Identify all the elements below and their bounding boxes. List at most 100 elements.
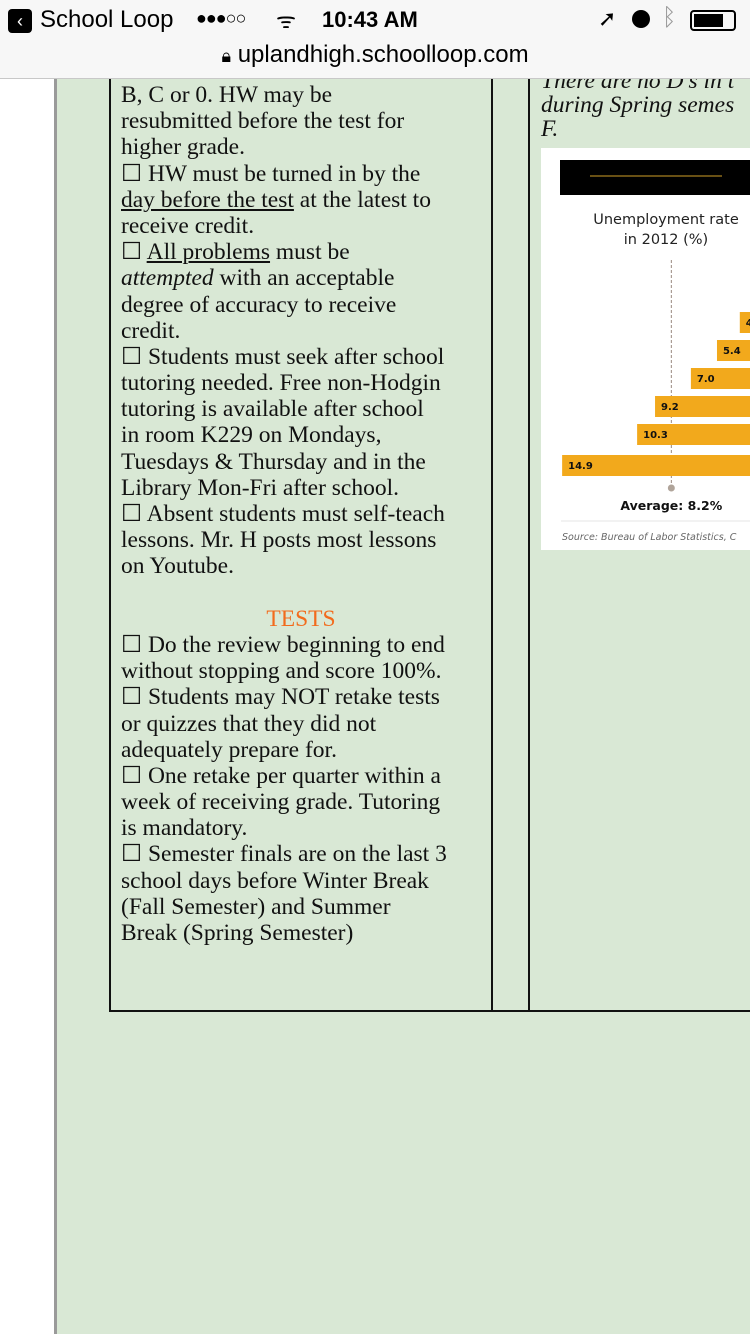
text-segment: Tuesdays & Thursday and in the [121, 448, 426, 475]
unemployment-chart: Unemployment rate in 2012 (%) 4.0 5.4 7.0 9.2… [541, 148, 750, 550]
text-line: resubmitted before the test for [121, 108, 481, 134]
page-border [54, 79, 57, 1334]
text-segment: resubmitted before the test for [121, 108, 405, 135]
average-label: Average: 8.2% [620, 498, 722, 513]
url-domain: uplandhigh.schoolloop.com [237, 41, 529, 68]
bar-label: 4.0 [746, 318, 750, 329]
bar-label: 9.2 [661, 402, 679, 413]
text-line: ☐ All problems must be [121, 239, 481, 265]
text-line: is mandatory. [121, 815, 481, 841]
text-line: TESTS [121, 606, 481, 632]
text-segment: or quizzes that they did not [121, 710, 377, 737]
text-segment: Break (Spring Semester) [121, 920, 354, 946]
page-content: B, C or 0. HW may be resubmitted before t… [0, 79, 750, 1334]
text-line: There are no D's in t [541, 79, 735, 94]
policy-table [109, 79, 750, 1012]
text-line: credit. [121, 318, 481, 344]
text-segment: B, C or 0. HW may be [121, 82, 333, 108]
lock-icon: 🔒︎ [221, 46, 232, 66]
text-line: on Youtube. [121, 553, 481, 579]
text-segment: ☐ Students may NOT retake tests [121, 684, 440, 711]
text-line: during Spring semes [541, 92, 735, 118]
text-segment: (Fall Semester) and Summer [121, 893, 391, 920]
bar-label: 7.0 [697, 374, 715, 385]
text-segment: on Youtube. [121, 553, 234, 580]
text-line: or quizzes that they did not [121, 711, 481, 737]
text-line: receive credit. [121, 213, 481, 239]
text-line: without stopping and score 100%. [121, 658, 481, 684]
battery-icon [690, 10, 736, 31]
text-line: Library Mon-Fri after school. [121, 475, 481, 501]
text-segment: ☐ HW must be turned in by the [121, 160, 421, 187]
text-line: week of receiving grade. Tutoring [121, 789, 481, 815]
text-segment: ☐ One retake per quarter within a [121, 762, 441, 789]
text-segment: in room K229 on Mondays, [121, 422, 382, 449]
grading-note: There are no D's in t during Spring semes… [541, 79, 734, 141]
text-segment: higher grade. [121, 134, 245, 161]
text-segment: without stopping and score 100%. [121, 658, 442, 685]
text-segment: must be [270, 239, 350, 266]
text-line: attempted with an acceptable [121, 265, 481, 291]
text-line: B, C or 0. HW may be [121, 82, 481, 108]
text-segment: receive credit. [121, 212, 255, 239]
text-segment: with an acceptable [213, 265, 395, 292]
text-line: higher grade. [121, 134, 481, 160]
bluetooth-icon: ᛒ [662, 4, 677, 31]
average-marker [667, 484, 675, 492]
text-line: (Fall Semester) and Summer [121, 894, 481, 920]
text-line: tutoring is available after school [121, 396, 481, 422]
text-line: ☐ Do the review beginning to end [121, 632, 481, 658]
bar [637, 424, 750, 445]
text-segment: school days before Winter Break [121, 867, 429, 894]
text-segment: ☐ [121, 239, 147, 266]
bar-label: 5.4 [723, 346, 741, 357]
column-divider [528, 79, 530, 1012]
status-bar: ‹ School Loop ●●●○○ ᯤ 10:43 AM ➚ ᛒ [0, 0, 750, 40]
alarm-icon [632, 10, 650, 28]
text-line: tutoring needed. Free non-Hodgin [121, 370, 481, 396]
text-segment: ☐ Semester finals are on the last 3 [121, 841, 447, 868]
bar [562, 455, 750, 476]
text-line: Tuesdays & Thursday and in the [121, 449, 481, 475]
homework-and-tests-policy: B, C or 0. HW may be resubmitted before t… [121, 82, 481, 946]
signal-dots: ●●●○○ [196, 8, 246, 28]
url-bar[interactable]: 🔒︎ uplandhigh.schoolloop.com [0, 40, 750, 79]
bar [716, 340, 750, 361]
text-segment: ☐ Absent students must self-teach [121, 501, 445, 527]
chart-title-line: Unemployment rate [593, 212, 739, 228]
text-segment: attempted [121, 265, 214, 292]
bar [690, 368, 750, 389]
text-segment: week of receiving grade. Tutoring [121, 789, 441, 816]
time: 10:43 AM [322, 7, 418, 32]
chart-title-line: in 2012 (%) [624, 232, 708, 248]
text-line: lessons. Mr. H posts most lessons [121, 527, 481, 553]
text-segment: ☐ Do the review beginning to end [121, 631, 445, 658]
text-segment: ☐ Students must seek after school [121, 343, 445, 370]
text-line: Break (Spring Semester) [121, 920, 481, 946]
location-icon: ➚ [598, 6, 617, 31]
wifi-icon: ᯤ [276, 8, 297, 33]
bar-label: 10.3 [643, 430, 668, 441]
text-segment: tutoring is available after school [121, 396, 424, 423]
bar [739, 312, 750, 333]
chart-source: Source: Bureau of Labor Statistics, C [562, 532, 737, 543]
text-line: F. [541, 116, 559, 142]
text-line: ☐ Students must seek after school [121, 344, 481, 370]
text-segment: Library Mon-Fri after school. [121, 474, 400, 501]
text-segment: All problems [146, 239, 271, 266]
text-segment: is mandatory. [121, 815, 248, 842]
text-segment: day before the test [121, 186, 294, 213]
text-line: ☐ Semester finals are on the last 3 [121, 841, 481, 867]
text-line: adequately prepare for. [121, 737, 481, 763]
text-line: ☐ Absent students must self-teach [121, 501, 481, 527]
text-segment: at the latest to [293, 186, 431, 213]
text-line: degree of accuracy to receive [121, 292, 481, 318]
text-line: ☐ One retake per quarter within a [121, 763, 481, 789]
back-icon[interactable]: ‹ [8, 9, 32, 33]
back-app-label[interactable]: School Loop [40, 6, 174, 33]
text-line: in room K229 on Mondays, [121, 422, 481, 448]
text-segment: credit. [121, 317, 181, 344]
text-line: school days before Winter Break [121, 868, 481, 894]
bar [655, 396, 750, 417]
chart-header-bar [560, 160, 750, 195]
